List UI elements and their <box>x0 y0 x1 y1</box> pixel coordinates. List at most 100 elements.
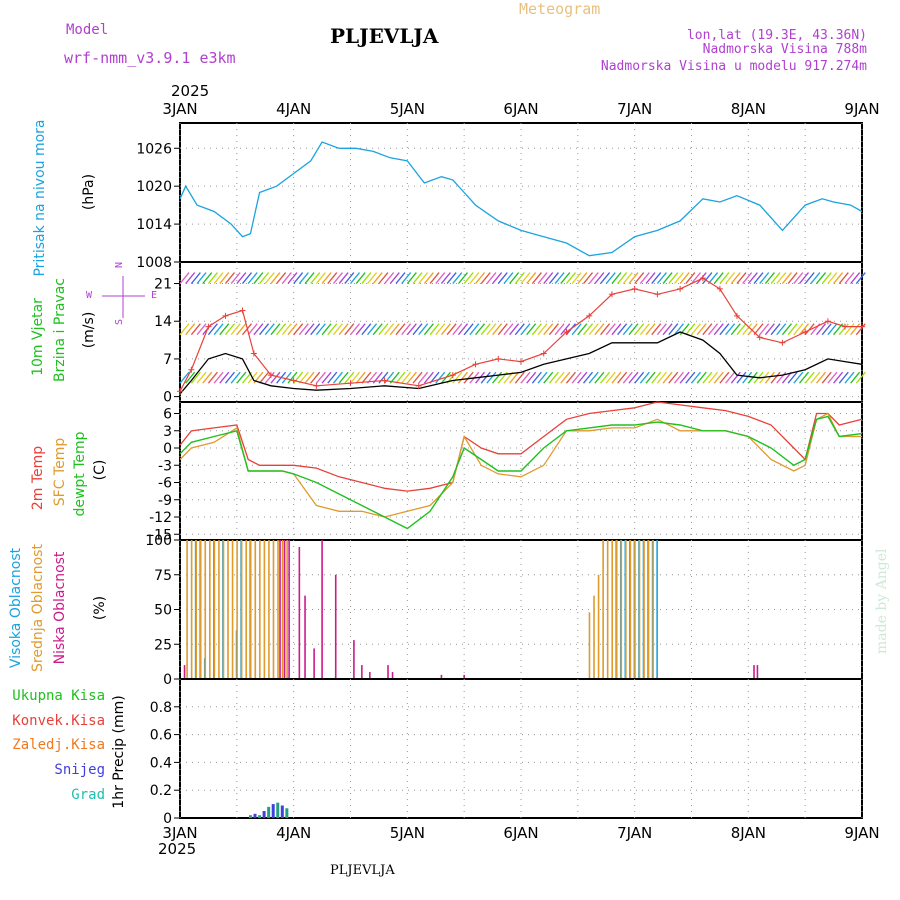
gust-marker <box>250 350 257 357</box>
wind-barb <box>588 323 599 336</box>
gust-marker <box>290 377 297 384</box>
y-tick-label: 6 <box>163 407 172 423</box>
wind-barb <box>236 371 247 384</box>
wind-barb <box>452 323 463 336</box>
wind-barb <box>401 371 412 384</box>
wind-barb <box>520 323 531 336</box>
wind-barb <box>480 323 491 336</box>
wind-barb <box>509 272 520 284</box>
wind-barb <box>759 272 770 284</box>
wind-barb <box>276 272 287 284</box>
panel-frame <box>179 122 863 263</box>
wind-barb <box>367 272 378 284</box>
wind-barb <box>242 272 253 284</box>
wind-barb <box>656 323 667 336</box>
y-tick-label: 0 <box>163 441 172 457</box>
wind-barb <box>565 371 576 384</box>
compass-e: E <box>151 290 157 301</box>
wind-barb <box>736 371 747 384</box>
wind-barb <box>753 272 764 284</box>
y-tick-label: 0.6 <box>150 728 172 744</box>
wind-barb <box>406 323 417 336</box>
compass-n: N <box>114 262 125 268</box>
wind-barb <box>355 323 366 336</box>
wind-barb <box>690 272 702 284</box>
wind-barb <box>855 323 866 336</box>
model-altitude-text: Nadmorska Visina u modelu 917.274m <box>601 59 867 74</box>
wind-barb <box>554 323 565 336</box>
wind-barb <box>804 323 815 336</box>
wind-barb <box>338 371 349 384</box>
gust-marker <box>222 312 229 319</box>
wind-barb <box>855 272 866 284</box>
gust-marker <box>733 312 740 319</box>
wind-barb <box>321 272 332 284</box>
x-tick-label-bottom: 6JAN <box>503 824 538 842</box>
wind-barb <box>611 272 622 284</box>
gust-marker <box>267 372 274 379</box>
wind-barb <box>662 272 673 284</box>
wind-barb <box>185 371 196 384</box>
wind-barb <box>514 272 525 284</box>
wind-barb <box>639 323 650 336</box>
wind-barb <box>736 272 747 284</box>
wind-barb <box>264 323 275 336</box>
x-tick-label-top: 7JAN <box>617 100 652 118</box>
wind-speed-line <box>179 331 863 395</box>
wind-barb <box>310 323 321 336</box>
wind-barb <box>634 371 645 384</box>
y-tick-label: 0 <box>163 811 172 827</box>
wind-barb <box>224 272 235 284</box>
wind-barb <box>821 272 832 284</box>
wind-barb <box>469 323 480 336</box>
wind-barb <box>594 323 605 336</box>
y-tick-label: 14 <box>154 314 172 330</box>
gust-marker <box>239 307 246 314</box>
wind-barb <box>736 323 747 336</box>
wind-barb <box>713 323 724 336</box>
model-name: wrf-nmm_v3.9.1 e3km <box>64 49 236 67</box>
wind-barb <box>406 371 417 384</box>
wind-barb <box>605 323 616 336</box>
wind-barb <box>224 323 235 336</box>
wind-barb <box>185 323 196 336</box>
wind-barb <box>668 272 679 284</box>
wind-barb <box>287 323 298 336</box>
temp-unit: (C) <box>92 460 108 481</box>
wind-barb <box>372 323 383 336</box>
wind-barb <box>770 272 781 284</box>
wind-barb <box>349 371 361 384</box>
wind-barb <box>685 371 696 384</box>
wind-barb <box>281 323 292 336</box>
wind-barb <box>577 272 588 284</box>
wind-barb <box>747 272 758 284</box>
x-tick-label-bottom: 5JAN <box>390 824 425 842</box>
wind-barb <box>776 323 787 336</box>
wind-barb <box>202 272 213 284</box>
wind-barb <box>412 323 423 336</box>
wind-barb <box>236 323 247 336</box>
x-tick-label-top: 9JAN <box>844 100 879 118</box>
wind-barb <box>571 371 582 384</box>
wind-barb <box>804 272 815 284</box>
wind-barb <box>816 371 827 384</box>
wind-barb <box>395 371 406 384</box>
wind-barb <box>179 371 190 384</box>
wind-barb <box>270 371 281 384</box>
gust-marker <box>563 329 570 335</box>
x-tick-label-top: 4JAN <box>276 100 311 118</box>
wind-barb <box>463 323 474 336</box>
wind-barb <box>298 371 309 384</box>
wind-barb <box>600 323 611 336</box>
wind-barb <box>668 371 679 384</box>
sfctemp-axis-label: SFC Temp <box>52 438 68 507</box>
year-top: 2025 <box>171 82 209 100</box>
wind-barb <box>543 371 554 384</box>
wind-barb <box>713 272 724 284</box>
wind-barb <box>548 371 559 384</box>
compass-s: S <box>114 319 125 325</box>
wind-barb <box>702 323 713 336</box>
wind-barb <box>696 323 707 336</box>
wind-barb <box>446 272 457 284</box>
y-tick-label: -9 <box>158 493 172 509</box>
